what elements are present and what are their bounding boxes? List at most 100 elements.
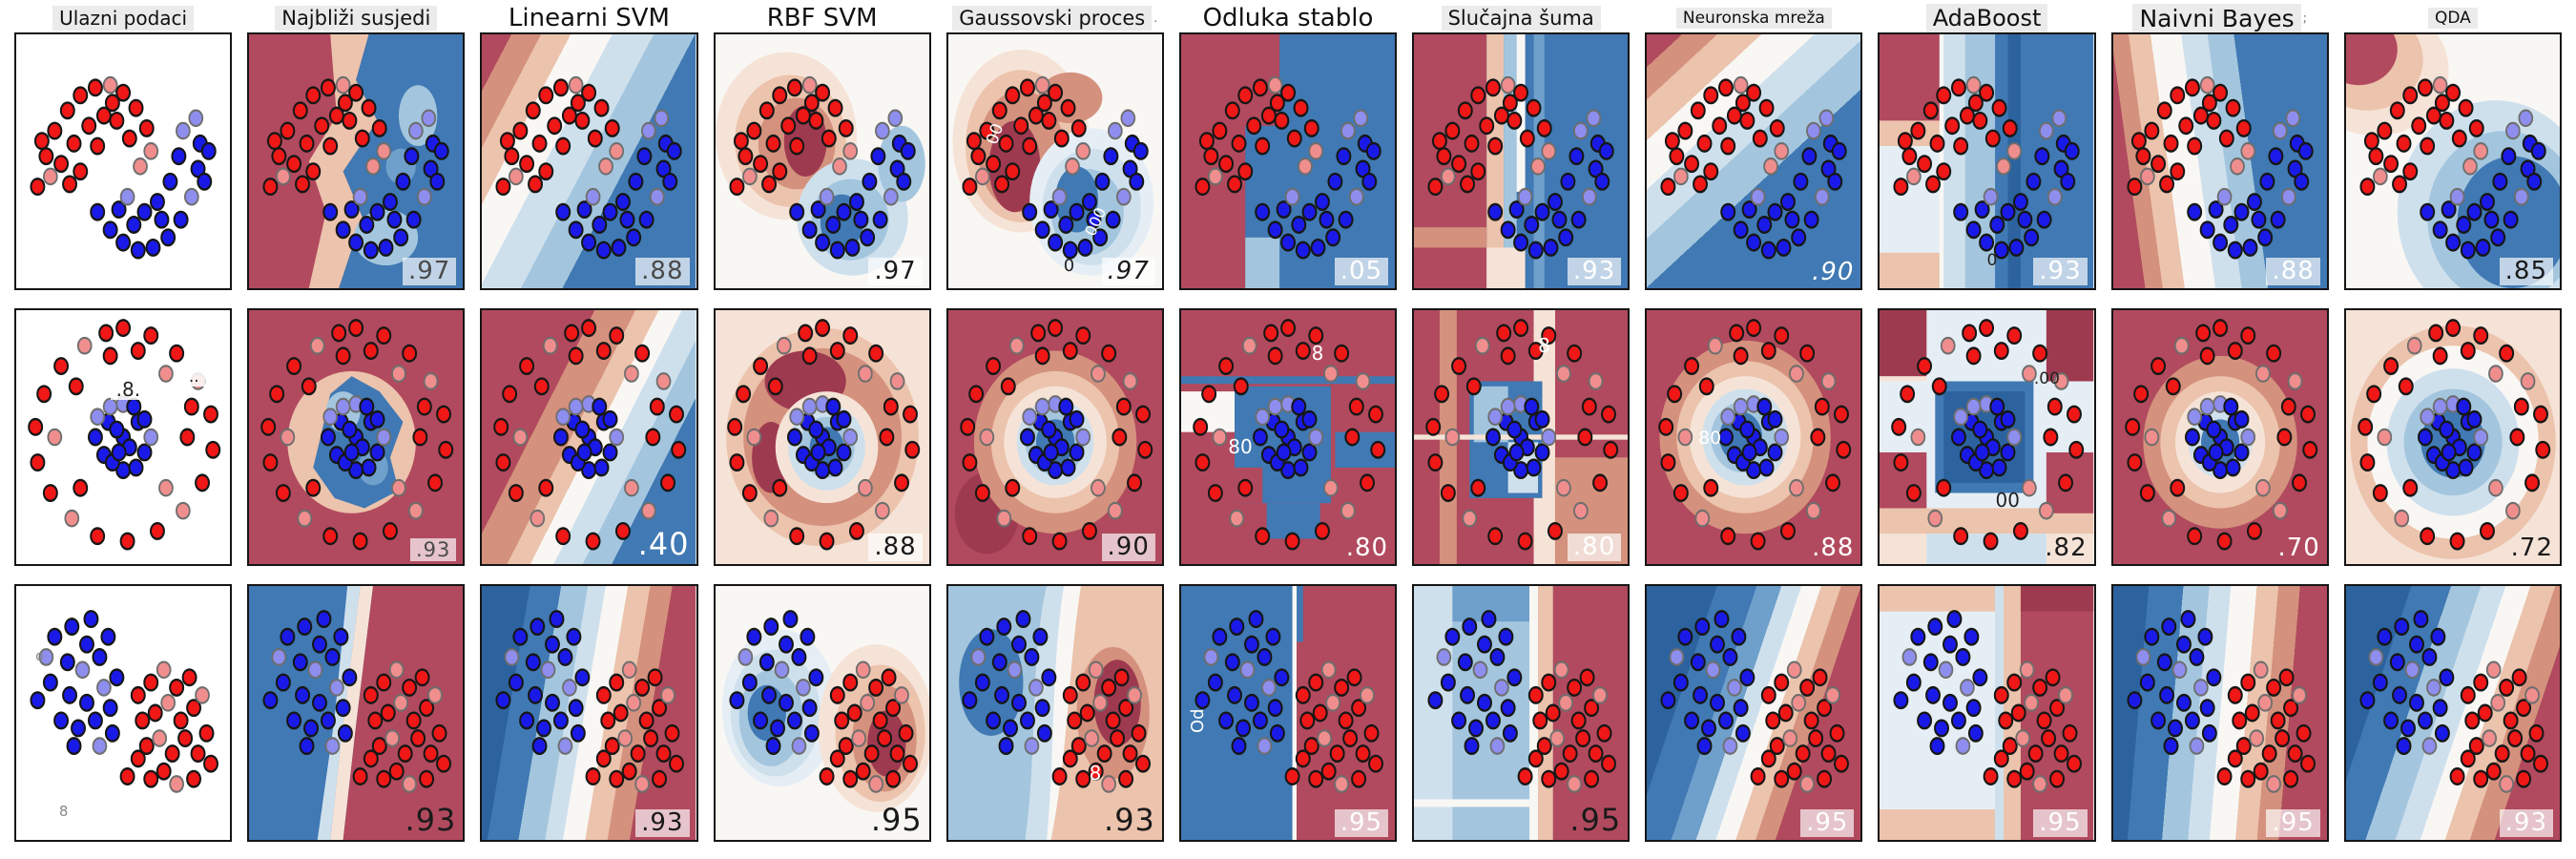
decision-surface [715, 34, 929, 288]
plot-panel: .8... [14, 308, 233, 566]
stray-label: Od [1187, 708, 1208, 734]
score-label: .95 [2033, 808, 2088, 837]
decision-surface [2345, 586, 2560, 840]
plot-panel: .93 [247, 584, 466, 842]
stray-label: 0 [1063, 256, 1075, 277]
score-label: .80 [1567, 533, 1622, 561]
plot-panel: 00 000 0.97 [945, 32, 1164, 290]
plot-panel: .40 [480, 308, 698, 566]
classifier-column: RBF SVM .97 .88 .95 [713, 4, 931, 842]
scatter-points [2359, 610, 2548, 793]
stray-label: 8 [1311, 341, 1324, 365]
stray-label: .. [182, 368, 205, 388]
decision-surface [30, 610, 218, 793]
decision-surface [1880, 310, 2094, 564]
score-label: .95 [1800, 808, 1855, 837]
column-title: Linearni SVM [480, 4, 697, 32]
column-title-text: Linearni SVM [508, 4, 670, 32]
column-title: Gaussovski proces. [946, 4, 1164, 32]
column-title-text: QDA [2428, 8, 2478, 29]
plot-panel: .05 [1178, 32, 1398, 290]
decision-surface [2112, 310, 2327, 564]
decision-surface [30, 75, 217, 260]
decision-surface [1647, 586, 1861, 840]
column-title-text: Naivni Bayes [2132, 3, 2301, 33]
score-label: .05 [1334, 257, 1389, 285]
decision-surface [1647, 310, 1861, 564]
decision-surface [249, 586, 464, 840]
classifier-column: Naivni Bayes; .88 .70 .95 [2110, 3, 2329, 842]
stray-label: 8 [1538, 333, 1550, 357]
scatter-points [1195, 75, 1381, 260]
column-title-text: Gaussovski proces [952, 6, 1153, 31]
scatter-points [2358, 319, 2551, 551]
plot-panel: .72 [2343, 308, 2562, 566]
decision-surface [2345, 310, 2560, 564]
score-label: .93 [409, 537, 457, 561]
column-title: RBF SVM [714, 4, 931, 32]
plot-panel: .95 [2110, 584, 2329, 842]
plot-panel: 8.80 [1412, 308, 1631, 566]
plot-panel: .95 [1645, 584, 1863, 842]
plot-panel: 8 80.80 [1178, 308, 1398, 566]
scatter-points [30, 75, 217, 260]
plot-panel: .93 [2343, 584, 2562, 842]
decision-surface [2112, 586, 2327, 840]
classifier-column: Neuronska mreža .90 80.88.95 [1645, 4, 1863, 842]
plot-panel: Od .95 [1178, 584, 1398, 842]
decision-surface [1880, 586, 2094, 840]
decision-surface [28, 319, 221, 551]
column-title: Najbliži susjedi [247, 4, 465, 32]
scatter-points [1427, 75, 1614, 260]
scatter-points [2127, 75, 2314, 260]
decision-surface [1180, 586, 1396, 840]
stray-label: .8. [110, 378, 147, 400]
score-label: .88 [868, 533, 923, 561]
decision-surface [1180, 34, 1396, 288]
scatter-points [1425, 319, 1619, 551]
decision-surface [947, 34, 1162, 288]
classifier-column: QDA .85 .72 .93 [2343, 4, 2562, 842]
score-label: .40 [637, 526, 690, 563]
scatter-points [1893, 610, 2083, 793]
score-label: .90 [1101, 533, 1155, 561]
column-title: AdaBoost [1878, 4, 2095, 32]
plot-panel: .97 [247, 32, 466, 290]
plot-panel: .70 [2110, 308, 2329, 566]
decision-surface [1414, 310, 1629, 564]
score-label: .93 [405, 802, 457, 839]
stray-label: o [35, 648, 44, 664]
classifier-column: Gaussovski proces. 00 000 0.97.90 8.93 [945, 4, 1164, 842]
stray-label: 00 [1995, 488, 2020, 512]
scatter-points [1193, 319, 1386, 551]
scatter-points [1660, 75, 1847, 260]
plot-panel: .93 [1412, 32, 1631, 290]
score-label: .95 [1569, 802, 1622, 839]
plot-panel: .88 [480, 32, 698, 290]
scatter-points [28, 319, 221, 551]
score-label: .88 [2266, 257, 2320, 285]
scatter-points [1891, 319, 2085, 551]
decision-surface [1414, 586, 1629, 840]
stray-label: 80 [1228, 435, 1253, 458]
plot-panel: 8.93 [945, 584, 1164, 842]
decision-surface [1414, 34, 1629, 288]
column-title: Odluka stablo [1179, 4, 1397, 32]
stray-label: .00 [2033, 368, 2060, 388]
score-label: .80 [1345, 533, 1389, 562]
column-title: Ulazni podaci [14, 4, 232, 32]
classifier-column: AdaBoost 0.93.00 00.82.95 [1878, 4, 2096, 842]
decision-surface [482, 310, 696, 564]
score-label: .97 [1101, 257, 1155, 285]
column-title-text: Odluka stablo [1202, 4, 1374, 32]
scatter-points [495, 610, 685, 793]
stray-label: 8 [58, 802, 69, 820]
score-label: .97 [403, 257, 457, 285]
column-title-text: Slučajna šuma [1441, 6, 1601, 31]
score-label: .85 [2499, 257, 2553, 285]
score-label: .90 [1812, 257, 1855, 286]
scatter-points [493, 319, 687, 551]
column-title: QDA [2344, 4, 2562, 32]
plot-panel: .95 [713, 584, 931, 842]
